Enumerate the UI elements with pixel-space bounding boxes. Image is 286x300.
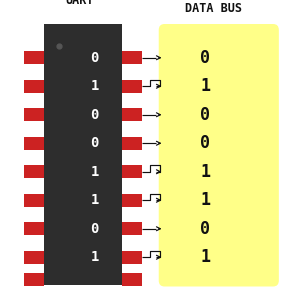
Bar bbox=[44, 24, 122, 285]
Bar bbox=[24, 273, 44, 286]
Text: 1: 1 bbox=[90, 165, 99, 179]
Text: 0: 0 bbox=[200, 134, 210, 152]
Text: 1: 1 bbox=[200, 248, 210, 266]
Text: 0: 0 bbox=[90, 108, 99, 122]
Bar bbox=[24, 108, 44, 121]
Bar bbox=[24, 194, 44, 206]
Text: 0: 0 bbox=[90, 136, 99, 150]
Bar bbox=[122, 194, 142, 206]
Bar bbox=[122, 165, 142, 178]
Bar bbox=[122, 108, 142, 121]
Text: 1: 1 bbox=[90, 79, 99, 93]
Bar bbox=[24, 51, 44, 64]
Bar bbox=[122, 51, 142, 64]
Bar bbox=[122, 80, 142, 92]
Text: 1: 1 bbox=[90, 250, 99, 264]
Text: 1: 1 bbox=[200, 77, 210, 95]
Bar bbox=[122, 137, 142, 150]
Text: 0: 0 bbox=[90, 222, 99, 236]
Text: 0: 0 bbox=[200, 49, 210, 67]
Bar bbox=[24, 80, 44, 92]
Text: 1: 1 bbox=[200, 163, 210, 181]
Text: DATA BUS: DATA BUS bbox=[184, 2, 242, 15]
Bar bbox=[122, 251, 142, 263]
Bar bbox=[24, 251, 44, 263]
Text: 1: 1 bbox=[200, 191, 210, 209]
Text: 0: 0 bbox=[90, 51, 99, 65]
Text: RECEIVING
UART: RECEIVING UART bbox=[48, 0, 112, 8]
Bar bbox=[122, 273, 142, 286]
Text: 0: 0 bbox=[200, 106, 210, 124]
Text: 0: 0 bbox=[200, 220, 210, 238]
FancyBboxPatch shape bbox=[159, 24, 279, 286]
Bar bbox=[24, 137, 44, 150]
Bar bbox=[122, 222, 142, 235]
Bar bbox=[24, 165, 44, 178]
Bar bbox=[24, 222, 44, 235]
Text: 1: 1 bbox=[90, 193, 99, 207]
